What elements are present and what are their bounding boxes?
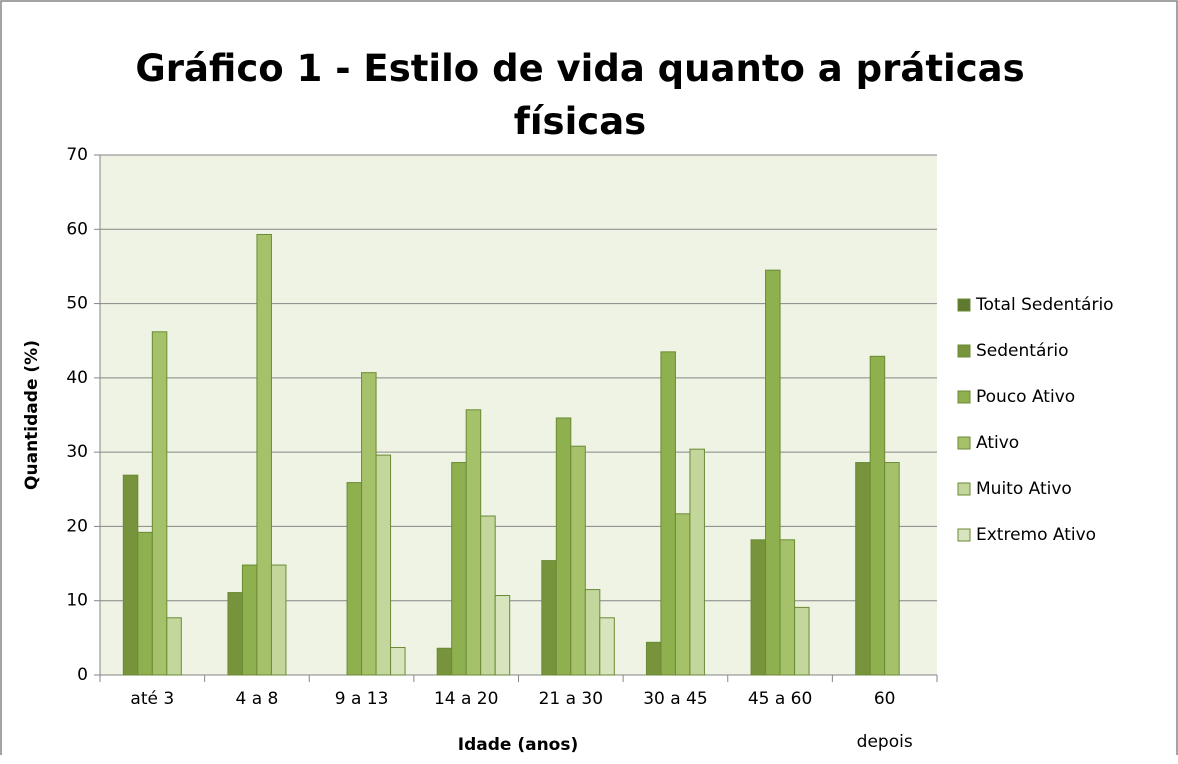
legend-swatch (957, 528, 971, 542)
x-tick-label: 30 a 45 (643, 689, 708, 709)
x-tick-label: 4 a 8 (235, 689, 279, 709)
y-tick-label: 60 (66, 219, 88, 239)
legend-label: Sedentário (976, 341, 1068, 361)
bar (541, 560, 557, 676)
bar (674, 513, 691, 676)
x-tick-label: 21 a 30 (538, 689, 604, 709)
y-tick-label: 30 (66, 442, 88, 462)
y-tick-label: 50 (66, 294, 88, 314)
bar (361, 372, 377, 676)
x-axis-title: Idade (anos) (458, 735, 579, 755)
legend-swatch (957, 436, 971, 450)
legend-label: Total Sedentário (975, 295, 1114, 315)
legend-swatch (957, 344, 971, 358)
bar (869, 355, 886, 676)
bar (599, 617, 615, 676)
y-tick-label: 70 (66, 145, 88, 165)
bar (584, 589, 601, 676)
bar (390, 647, 406, 676)
bar (884, 462, 900, 676)
x-tick-label: 60 depois (856, 689, 913, 752)
bar (660, 351, 676, 676)
bar (227, 592, 243, 676)
bar (151, 331, 168, 676)
bar (794, 606, 810, 676)
plot-area (100, 155, 937, 675)
y-tick-label: 10 (66, 591, 88, 611)
bar (451, 462, 467, 676)
bar (166, 617, 182, 676)
bar (137, 531, 153, 676)
x-tick-label: 14 a 20 (433, 689, 499, 709)
bar (645, 641, 662, 676)
bar (855, 462, 871, 676)
y-tick-label: 0 (77, 665, 88, 685)
bar (122, 474, 139, 676)
legend-swatch (957, 482, 971, 496)
bar (241, 564, 258, 676)
bar (346, 482, 363, 676)
bar (750, 539, 767, 676)
bar (436, 647, 453, 676)
bar (570, 445, 586, 676)
legend-swatch (957, 298, 971, 312)
bar (480, 515, 496, 676)
bar (256, 233, 272, 676)
bar (494, 595, 511, 676)
bar (689, 448, 705, 676)
y-axis-title: Quantidade (%) (22, 340, 42, 490)
bar (270, 564, 287, 676)
y-tick-label: 40 (66, 368, 88, 388)
bar (765, 269, 781, 676)
legend-label: Muito Ativo (976, 479, 1072, 499)
bar (465, 409, 482, 676)
legend-label: Extremo Ativo (976, 525, 1096, 545)
bar (779, 539, 796, 676)
legend-label: Ativo (976, 433, 1019, 453)
x-tick-label: até 3 (130, 689, 175, 709)
x-tick-label: 45 a 60 (747, 689, 813, 709)
y-tick-label: 20 (66, 516, 88, 536)
bar (375, 454, 392, 676)
bar (555, 417, 572, 676)
x-tick-label: 9 a 13 (334, 689, 389, 709)
legend-label: Pouco Ativo (976, 387, 1075, 407)
legend-swatch (957, 390, 971, 404)
chart-title: Gráfico 1 - Estilo de vida quanto a prát… (135, 47, 1025, 143)
